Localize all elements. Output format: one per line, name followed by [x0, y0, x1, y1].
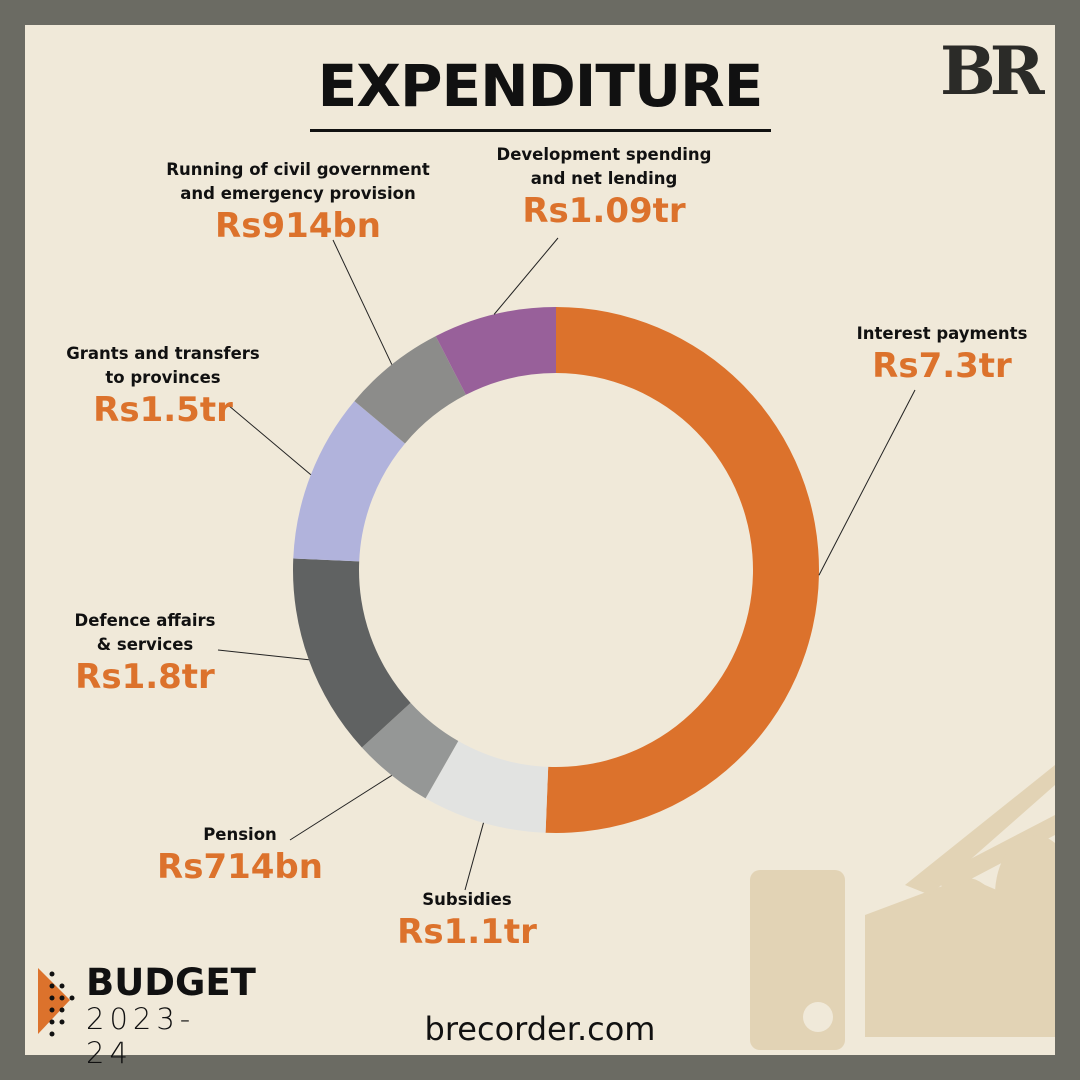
donut-slice [545, 307, 819, 833]
leader-line [493, 237, 559, 315]
slice-label: Pension Rs714bn [157, 823, 323, 887]
infographic-panel [25, 25, 1055, 1055]
donut-slice [293, 401, 406, 562]
leader-line [227, 404, 312, 476]
budget-year: 2023-24 [86, 1002, 196, 1070]
slice-label: Subsidies Rs1.1tr [397, 888, 537, 952]
slice-label: Running of civil government and emergency… [166, 158, 429, 246]
slice-value: Rs1.1tr [397, 912, 537, 952]
slice-value: Rs914bn [215, 206, 381, 246]
slice-label: Grants and transfers to provinces Rs1.5tr [66, 342, 260, 430]
leader-line [289, 774, 393, 841]
slice-name: & services [96, 635, 194, 654]
title-underline [310, 129, 771, 132]
slice-name: and emergency provision [180, 184, 416, 203]
slice-value: Rs714bn [157, 847, 323, 887]
slice-name: Interest payments [856, 324, 1028, 343]
slice-label: Defence affairs & services Rs1.8tr [75, 609, 216, 697]
leader-line [217, 649, 309, 661]
slice-value: Rs7.3tr [872, 346, 1012, 386]
slice-name: Grants and transfers [66, 344, 260, 363]
slice-name: and net lending [530, 169, 678, 188]
slice-name: Running of civil government [166, 160, 430, 179]
website-url: brecorder.com [424, 1010, 656, 1048]
leader-line [464, 822, 484, 891]
donut-slice [354, 336, 466, 444]
slice-name: Pension [203, 825, 277, 844]
leader-line [332, 239, 393, 365]
slice-label: Development spending and net lending Rs1.0… [497, 143, 712, 231]
donut-slice [292, 558, 411, 748]
slice-value: Rs1.5tr [93, 390, 233, 430]
money-hand-illustration [750, 765, 1055, 1050]
slice-name: Subsidies [422, 890, 512, 909]
budget-arrow-icon [38, 968, 75, 1037]
slice-name: Defence affairs [74, 611, 216, 630]
slice-value: Rs1.09tr [522, 191, 686, 231]
br-logo: BR [940, 32, 1045, 110]
donut-slice [435, 307, 556, 395]
page-title: EXPENDITURE [317, 52, 764, 120]
budget-word: BUDGET [86, 961, 256, 1004]
slice-name: Development spending [496, 145, 712, 164]
donut-slice [425, 741, 549, 833]
slice-value: Rs1.8tr [75, 657, 215, 697]
donut-slice [361, 702, 459, 799]
slice-label: Interest payments Rs7.3tr [857, 322, 1028, 386]
slice-name: to provinces [105, 368, 221, 387]
leader-line [818, 389, 916, 576]
